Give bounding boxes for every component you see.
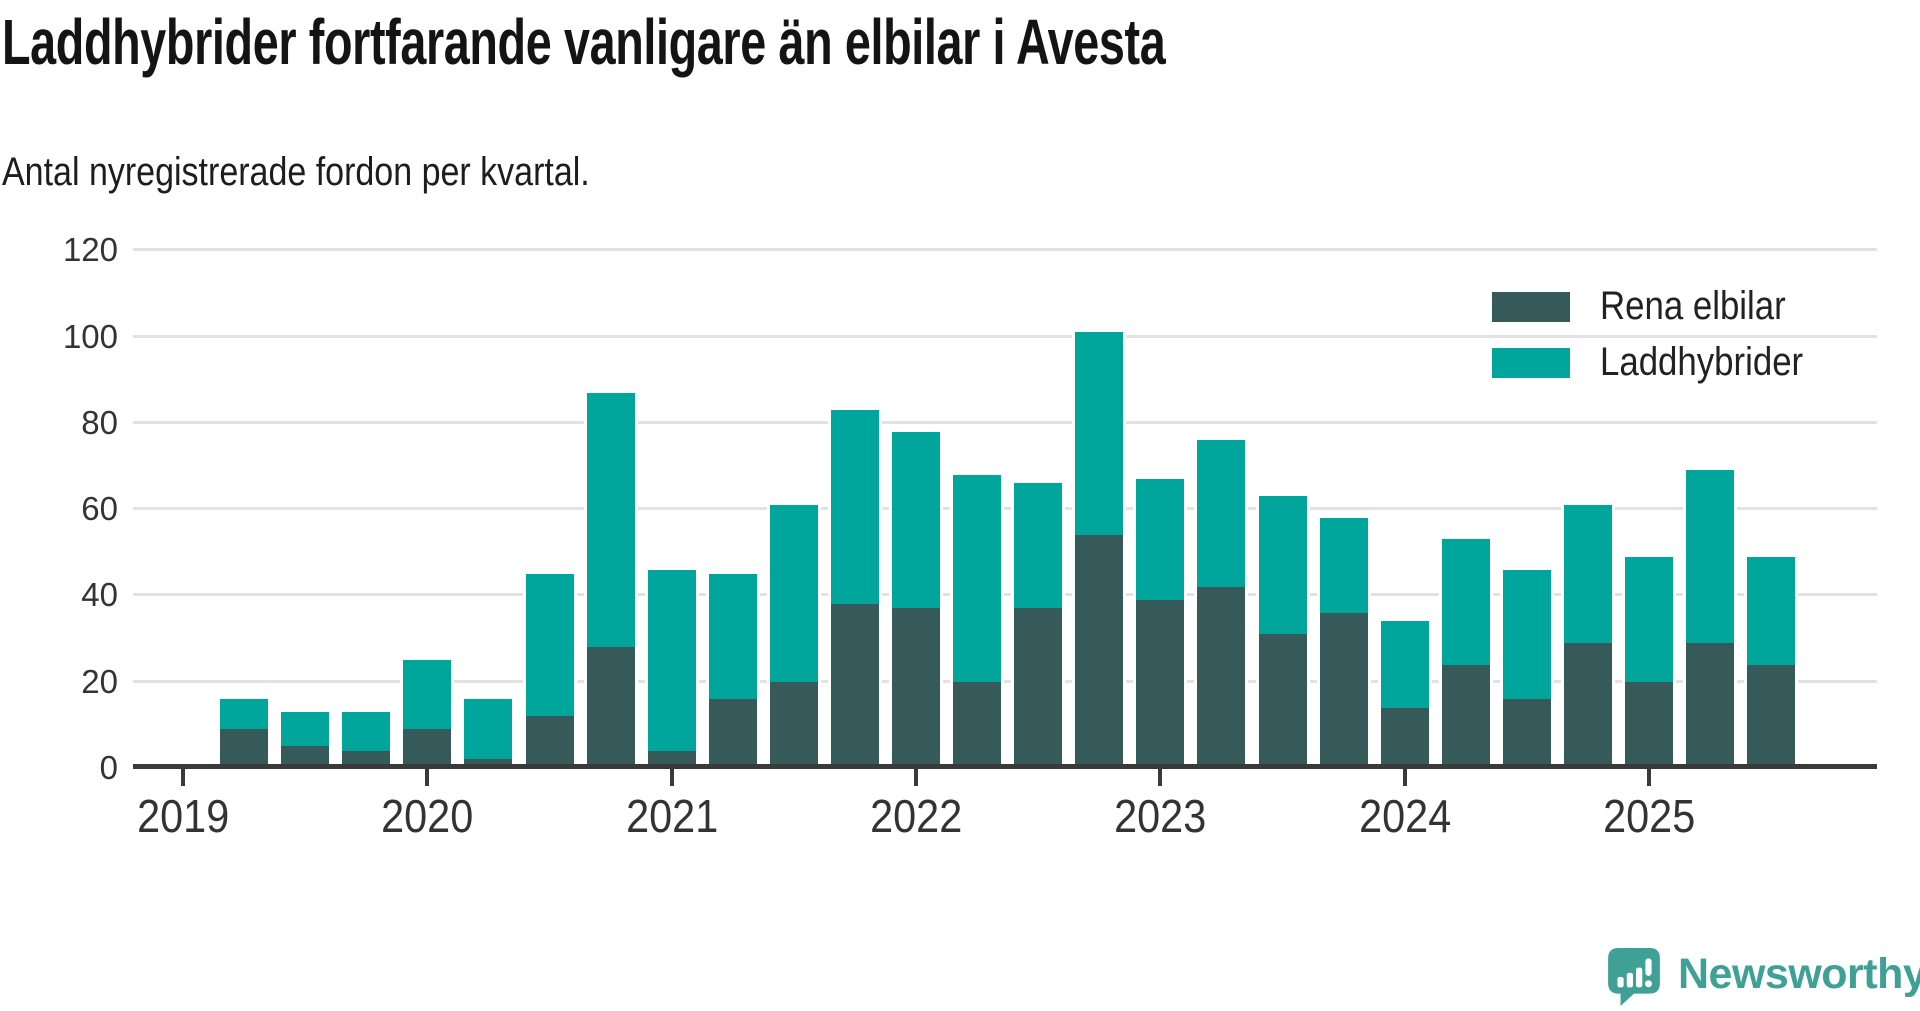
y-axis-label-20: 20: [81, 662, 118, 700]
x-axis-label-2019: 2019: [136, 790, 230, 842]
x-axis-tick-2022: [914, 769, 918, 786]
x-axis-tick-2023: [1158, 769, 1163, 786]
bar-2024-q3: [1499, 569, 1554, 768]
gridline-20: [133, 679, 1877, 683]
bar-2023-q4: [1316, 517, 1371, 768]
y-axis-label-60: 60: [81, 490, 118, 528]
bar-2020-q4: [583, 392, 638, 768]
bar-segment-rena-elbilar: [1502, 699, 1551, 768]
bar-segment-rena-elbilar: [281, 746, 330, 768]
bar-2021-q1: [644, 569, 699, 768]
bar-2019-q2: [217, 699, 272, 768]
bar-segment-rena-elbilar: [464, 759, 513, 768]
y-axis-label-100: 100: [62, 317, 118, 355]
bar-2021-q4: [827, 409, 882, 768]
bar-2023-q3: [1255, 496, 1310, 768]
legend-label-laddhybrider: Laddhybrider: [1600, 340, 1804, 384]
bar-segment-rena-elbilar: [769, 681, 818, 768]
bar-segment-rena-elbilar: [1319, 612, 1368, 768]
bar-segment-rena-elbilar: [1625, 681, 1673, 768]
x-axis-tick-2021: [669, 769, 674, 786]
x-axis-label-2025: 2025: [1602, 790, 1696, 842]
x-axis-label-2024: 2024: [1358, 790, 1451, 842]
x-axis-label-2023: 2023: [1114, 790, 1207, 842]
bar-segment-rena-elbilar: [403, 729, 452, 768]
bar-2025-q3: [1744, 556, 1799, 768]
bar-2022-q2: [950, 474, 1005, 768]
bar-segment-rena-elbilar: [1441, 664, 1490, 768]
bar-segment-rena-elbilar: [892, 608, 940, 768]
bar-2023-q1: [1133, 479, 1188, 768]
bar-2021-q2: [705, 573, 760, 768]
bar-segment-rena-elbilar: [1075, 535, 1124, 768]
bar-2022-q3: [1011, 483, 1066, 768]
gridline-60: [133, 507, 1877, 511]
bar-2025-q2: [1683, 470, 1738, 768]
legend-swatch-rena-elbilar: [1492, 292, 1570, 322]
x-axis-tick-2025: [1647, 769, 1651, 786]
bar-segment-rena-elbilar: [1563, 642, 1612, 768]
bar-segment-rena-elbilar: [647, 750, 696, 768]
x-axis-tick-2020: [425, 769, 430, 786]
bar-segment-rena-elbilar: [1686, 642, 1735, 768]
bar-2022-q4: [1072, 332, 1127, 768]
chart-subtitle: Antal nyregistrerade fordon per kvartal.: [2, 150, 590, 194]
bar-segment-rena-elbilar: [953, 681, 1002, 768]
bar-segment-rena-elbilar: [586, 647, 635, 768]
gridline-100: [133, 334, 1877, 338]
bar-2025-q1: [1622, 556, 1676, 768]
x-axis-label-2021: 2021: [625, 790, 718, 842]
bar-segment-rena-elbilar: [1014, 608, 1063, 768]
y-axis-label-40: 40: [81, 576, 118, 614]
legend: Rena elbilar Laddhybrider: [1492, 284, 1912, 384]
legend-swatch-laddhybrider: [1492, 348, 1570, 378]
bar-2022-q1: [889, 431, 943, 768]
newsworthy-logo-text: Newsworthy: [1678, 950, 1920, 998]
bar-2020-q3: [522, 573, 577, 768]
bar-2024-q4: [1560, 504, 1615, 768]
bar-2024-q2: [1438, 539, 1493, 768]
bar-segment-rena-elbilar: [1747, 664, 1796, 768]
x-axis-line: [133, 764, 1877, 769]
y-axis-label-0: 0: [99, 749, 118, 786]
bar-segment-rena-elbilar: [1197, 586, 1246, 768]
bar-segment-rena-elbilar: [220, 729, 269, 768]
bar-segment-rena-elbilar: [708, 699, 757, 768]
gridline-80: [133, 420, 1877, 424]
bar-2020-q2: [461, 699, 516, 768]
branding: Newsworthy: [1608, 946, 1920, 1006]
gridline-40: [133, 593, 1877, 597]
gridline-120: [133, 248, 1877, 252]
bar-segment-rena-elbilar: [1380, 707, 1429, 768]
chart-title: Laddhybrider fortfarande vanligare än el…: [2, 6, 1166, 78]
bar-2023-q2: [1194, 440, 1249, 768]
bar-segment-rena-elbilar: [1136, 599, 1185, 768]
bar-segment-rena-elbilar: [830, 604, 879, 768]
bar-2021-q3: [766, 504, 821, 768]
bar-segment-rena-elbilar: [342, 750, 391, 768]
x-axis-label-2022: 2022: [869, 790, 963, 842]
legend-label-rena-elbilar: Rena elbilar: [1600, 284, 1786, 328]
bar-2019-q3: [278, 711, 333, 768]
y-axis-label-80: 80: [81, 403, 118, 441]
x-axis-tick-2019: [181, 769, 185, 786]
bar-segment-rena-elbilar: [1258, 634, 1307, 768]
bar-2020-q1: [400, 660, 455, 768]
bar-2024-q1: [1377, 621, 1432, 768]
bar-segment-rena-elbilar: [525, 716, 574, 768]
x-axis-tick-2024: [1402, 769, 1407, 786]
bar-2019-q4: [339, 711, 394, 768]
newsworthy-logo-icon: [1608, 948, 1660, 1011]
x-axis-label-2020: 2020: [381, 790, 474, 842]
y-axis-label-120: 120: [62, 231, 118, 269]
